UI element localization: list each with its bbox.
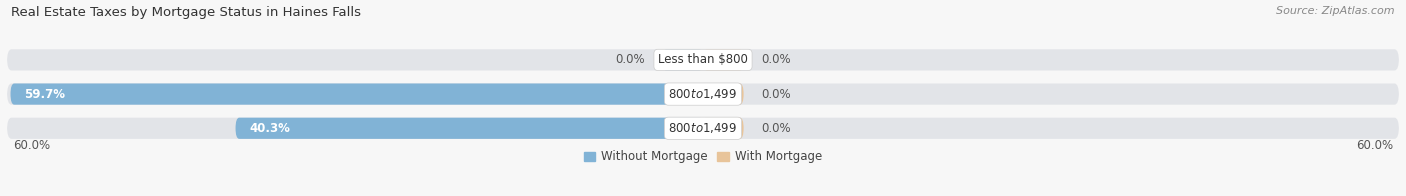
Text: Less than $800: Less than $800 xyxy=(658,53,748,66)
Text: 0.0%: 0.0% xyxy=(616,53,645,66)
Text: Source: ZipAtlas.com: Source: ZipAtlas.com xyxy=(1277,6,1395,16)
Text: 0.0%: 0.0% xyxy=(761,53,790,66)
Text: 0.0%: 0.0% xyxy=(761,88,790,101)
FancyBboxPatch shape xyxy=(703,118,744,139)
FancyBboxPatch shape xyxy=(7,49,1399,71)
Text: 59.7%: 59.7% xyxy=(24,88,66,101)
Text: 60.0%: 60.0% xyxy=(1355,139,1393,152)
FancyBboxPatch shape xyxy=(7,83,1399,105)
Text: $800 to $1,499: $800 to $1,499 xyxy=(668,121,738,135)
FancyBboxPatch shape xyxy=(10,83,703,105)
FancyBboxPatch shape xyxy=(703,83,744,105)
FancyBboxPatch shape xyxy=(662,49,703,71)
Text: 60.0%: 60.0% xyxy=(13,139,51,152)
Text: Real Estate Taxes by Mortgage Status in Haines Falls: Real Estate Taxes by Mortgage Status in … xyxy=(11,6,361,19)
Text: 0.0%: 0.0% xyxy=(761,122,790,135)
FancyBboxPatch shape xyxy=(703,49,744,71)
Text: 40.3%: 40.3% xyxy=(249,122,290,135)
FancyBboxPatch shape xyxy=(236,118,703,139)
FancyBboxPatch shape xyxy=(7,118,1399,139)
Text: $800 to $1,499: $800 to $1,499 xyxy=(668,87,738,101)
Legend: Without Mortgage, With Mortgage: Without Mortgage, With Mortgage xyxy=(579,146,827,168)
